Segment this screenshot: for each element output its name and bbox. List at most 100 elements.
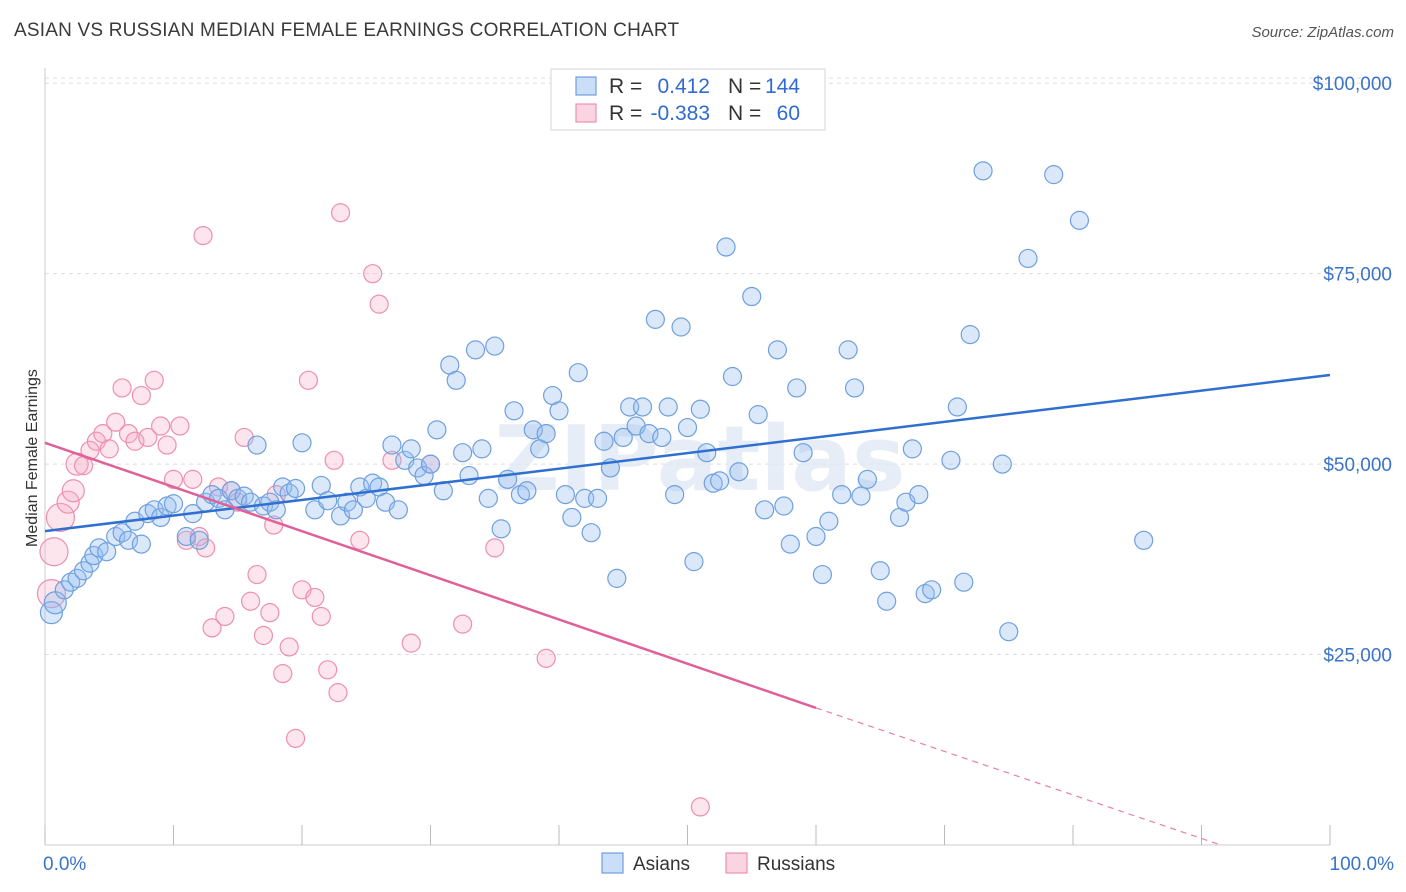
series-legend: Asians Russians: [601, 852, 835, 875]
russians-point: [138, 427, 158, 448]
asians-point: [780, 534, 800, 554]
source-credit: Source: ZipAtlas.com: [1251, 24, 1394, 41]
asians-point: [401, 439, 421, 459]
bottom-legend-russians-swatch: [725, 852, 748, 874]
russians-point: [106, 412, 126, 432]
asians-point: [902, 439, 922, 459]
asians-point: [999, 622, 1019, 642]
asians-point: [665, 484, 685, 505]
russians-point: [208, 477, 229, 497]
asians-point: [388, 500, 408, 520]
y-tick-label: $25,000: [1323, 646, 1392, 667]
legend-asians-n-label: N =: [728, 75, 761, 98]
asians-point: [266, 500, 286, 520]
asians-point: [941, 450, 961, 470]
asians-point: [189, 530, 209, 550]
asians-point: [844, 378, 865, 398]
asians-point: [318, 491, 338, 511]
russians-point: [131, 385, 151, 406]
asians-point: [73, 561, 94, 581]
axes: [44, 68, 1331, 846]
russians-point: [690, 797, 710, 817]
asians-point: [453, 443, 473, 463]
asians-point: [465, 340, 486, 360]
asians-point: [517, 481, 537, 501]
asians-point: [812, 564, 833, 585]
asians-point: [504, 401, 524, 421]
asians-point: [343, 500, 363, 520]
asians-point: [478, 488, 498, 508]
bottom-legend-asians-label: Asians: [633, 854, 690, 875]
asians-point: [613, 427, 633, 448]
x-tick-labels: 0.0% 100.0%: [43, 854, 1394, 875]
asians-point: [97, 542, 117, 562]
asians-point: [54, 580, 74, 600]
y-tick-labels: $25,000 $50,000 $75,000 $100,000: [1313, 74, 1392, 666]
asians-point: [645, 309, 665, 329]
asians-point: [793, 443, 813, 463]
y-tick-label: $75,000: [1323, 265, 1392, 286]
asians-point: [221, 481, 241, 501]
legend-asians-r-value: 0.412: [657, 75, 710, 98]
asians-point: [163, 494, 184, 514]
russians-point: [112, 378, 132, 398]
russians-point: [536, 648, 556, 668]
asians-trend-line: [44, 373, 1331, 533]
asians-point: [459, 465, 479, 486]
asians-point: [832, 484, 852, 505]
russians-point: [215, 606, 235, 627]
asians-point: [67, 568, 87, 588]
asians-point: [658, 397, 678, 417]
asians-point: [446, 370, 466, 390]
asians-point: [536, 424, 556, 444]
asians-point: [118, 530, 139, 550]
russians-point: [56, 490, 80, 514]
asians-point: [485, 336, 505, 356]
russians-points: [36, 203, 710, 817]
asians-point: [960, 325, 980, 345]
asians-point: [408, 458, 428, 478]
asians-point: [716, 237, 736, 257]
asians-points: [39, 161, 1154, 642]
russians-point: [260, 603, 280, 623]
x-tick-label: 100.0%: [1330, 854, 1395, 875]
russians-point: [99, 439, 119, 459]
watermark: ZIPatlas: [494, 407, 905, 512]
asians-point: [555, 484, 576, 505]
asians-point: [992, 454, 1012, 474]
asians-point: [285, 478, 306, 499]
russians-point: [298, 370, 319, 390]
legend-russians-r-label: R =: [609, 102, 642, 125]
asians-point: [787, 378, 807, 398]
asians-point: [420, 454, 441, 474]
asians-point: [922, 580, 942, 600]
legend-russians-r-value: -0.383: [650, 102, 710, 125]
russians-point: [202, 618, 222, 638]
asians-point: [748, 405, 768, 425]
asians-point: [587, 488, 608, 508]
asians-point: [1018, 248, 1038, 269]
russians-point: [163, 469, 184, 489]
russians-point: [401, 633, 421, 653]
asians-point: [112, 523, 132, 543]
russians-point: [61, 479, 85, 503]
y-tick-label: $50,000: [1323, 455, 1392, 476]
asians-point: [671, 317, 691, 337]
asians-point: [523, 420, 543, 440]
russians-point: [279, 637, 299, 657]
russians-point: [144, 370, 164, 390]
asians-point: [176, 526, 196, 547]
russians-point: [125, 431, 145, 451]
russians-point: [369, 294, 389, 314]
asians-point: [562, 507, 582, 528]
russians-point: [273, 664, 293, 684]
asians-point: [131, 534, 151, 554]
asians-point: [722, 366, 743, 387]
russians-point: [196, 538, 216, 558]
asians-point: [491, 519, 511, 539]
y-axis-label: Median Female Earnings: [24, 369, 41, 547]
y-tick-label: $100,000: [1313, 74, 1392, 95]
russians-point: [170, 416, 190, 436]
asians-point: [607, 568, 627, 588]
